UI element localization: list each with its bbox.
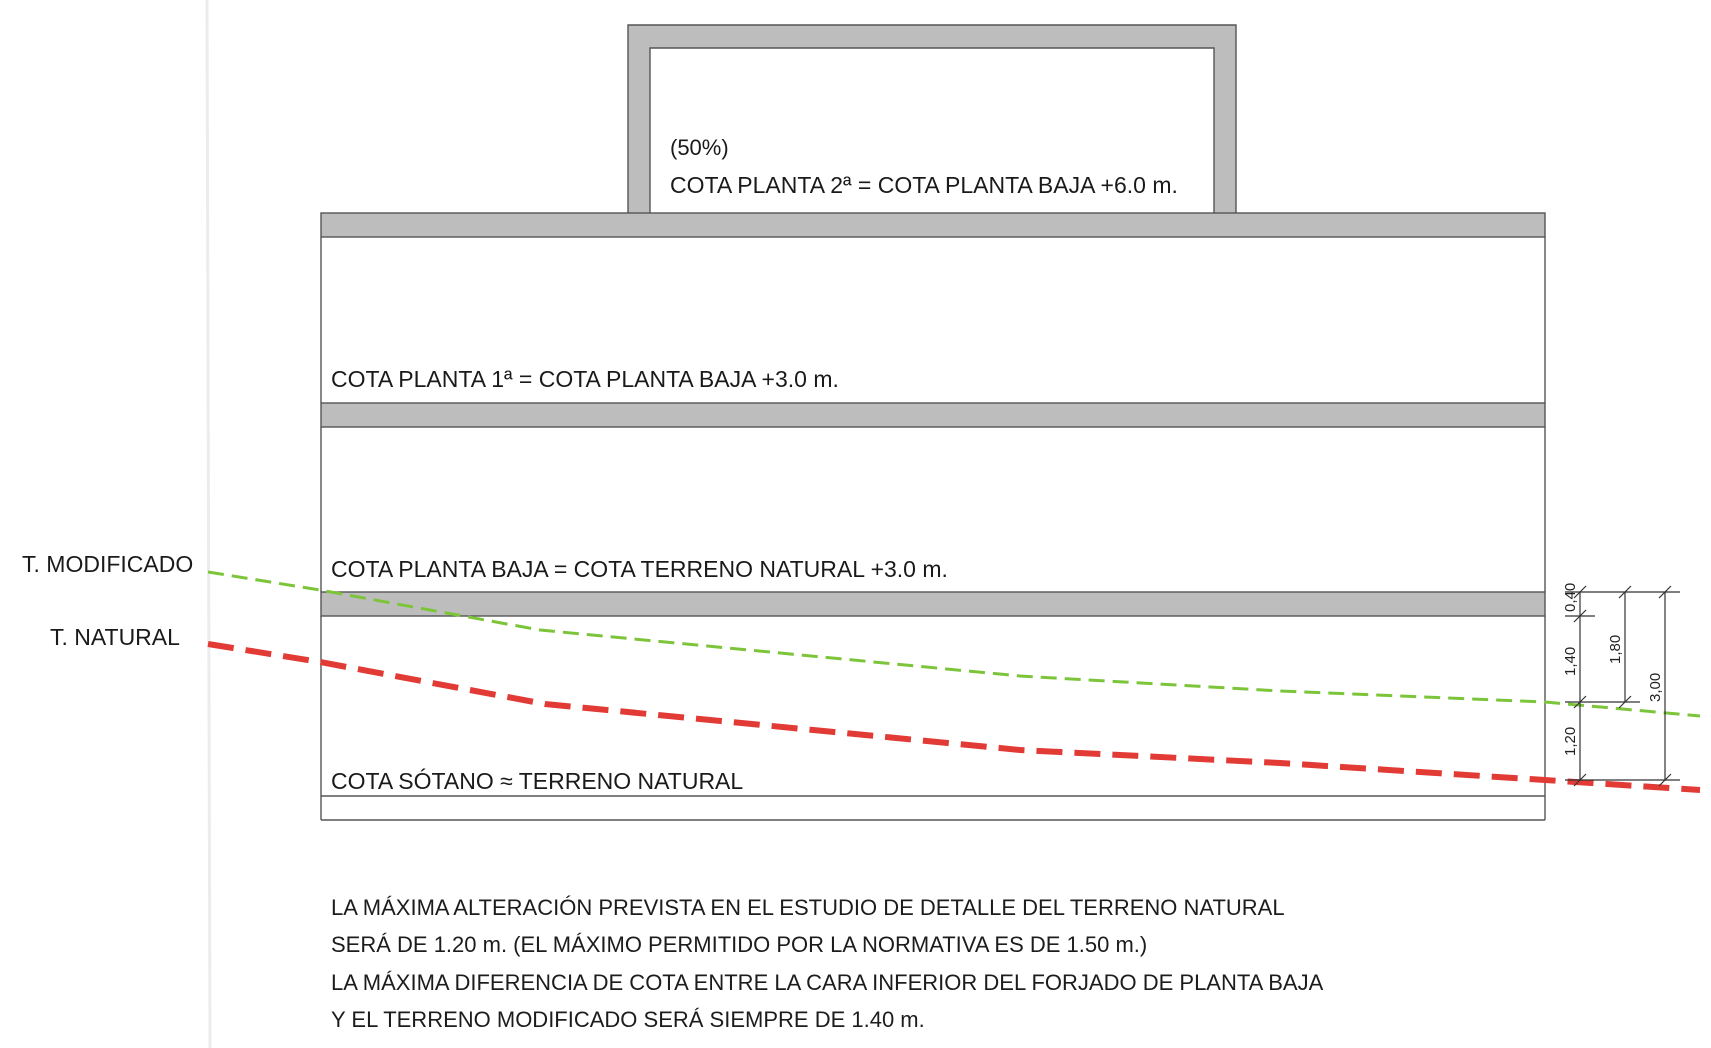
natural-terrain-line (207, 641, 1701, 793)
modified-terrain-line (207, 570, 1701, 718)
basement-label: COTA SÓTANO ≈ TERRENO NATURAL (331, 768, 743, 794)
note-line-2: SERÁ DE 1.20 m. (EL MÁXIMO PERMITIDO POR… (331, 932, 1147, 957)
natural-terrain-label: T. NATURAL (50, 624, 180, 650)
floor1-label: COTA PLANTA 1ª = COTA PLANTA BAJA +3.0 m… (331, 366, 839, 392)
note-line-3: LA MÁXIMA DIFERENCIA DE COTA ENTRE LA CA… (331, 970, 1324, 995)
paper-fold-line (205, 0, 212, 1048)
tick (1658, 585, 1672, 599)
dim-label-120: 1,20 (1562, 727, 1579, 756)
slab-ground-floor (320, 591, 1546, 617)
dimension-group: 0,40 1,40 1,20 1,80 3,00 (1562, 583, 1680, 787)
note-line-4: Y EL TERRENO MODIFICADO SERÁ SIEMPRE DE … (331, 1007, 925, 1032)
dim-label-040: 0,40 (1562, 583, 1579, 612)
tick (1573, 585, 1587, 599)
note-line-1: LA MÁXIMA ALTERACIÓN PREVISTA EN EL ESTU… (331, 895, 1285, 920)
dim-label-180: 1,80 (1607, 635, 1624, 664)
tick (1573, 695, 1587, 709)
tick (1618, 585, 1632, 599)
dim-label-140: 1,40 (1562, 647, 1579, 676)
tick (1618, 695, 1632, 709)
tick (1658, 773, 1672, 787)
slab-roof (320, 212, 1546, 238)
slab-floor-1 (320, 402, 1546, 428)
tick (1573, 609, 1587, 623)
floor2-label: COTA PLANTA 2ª = COTA PLANTA BAJA +6.0 m… (670, 172, 1178, 198)
dim-label-300: 3,00 (1647, 673, 1664, 702)
ground-floor-label: COTA PLANTA BAJA = COTA TERRENO NATURAL … (331, 556, 948, 582)
modified-terrain-label: T. MODIFICADO (22, 551, 193, 577)
percent-label: (50%) (670, 135, 729, 160)
notes-block: LA MÁXIMA ALTERACIÓN PREVISTA EN EL ESTU… (331, 895, 1324, 1032)
tick (1573, 773, 1587, 787)
